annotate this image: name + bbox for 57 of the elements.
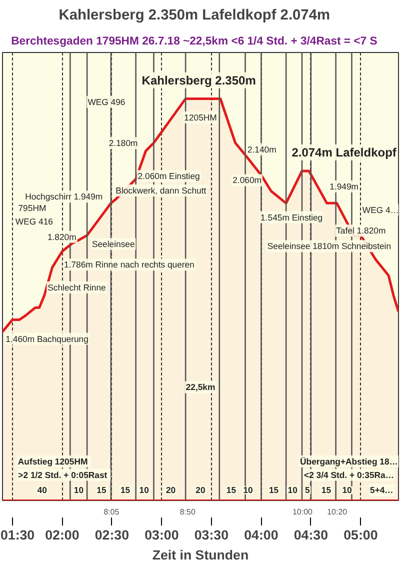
annotation: 22,5km [186,382,216,392]
annotation: WEG 416 [15,216,54,226]
annotation: 15 [120,485,130,496]
x-tick-label: 05:00 [344,528,378,542]
annotation: 40 [37,485,48,496]
annotation: 1.820m [47,232,76,242]
annotation: Tafel 1.820m [336,226,386,236]
chart-subtitle: Berchtesgaden 1795HM 26.7.18 ~22,5km <6 1/4 Std. + 3/4Rast = <7 S [11,36,378,48]
annotation: 1.949m [330,181,358,192]
annotation: 1205HM [184,112,217,122]
annotation: 10 [139,485,150,496]
text: 8:05 [104,508,120,516]
annotation: 795HM [18,203,46,214]
annotation: 10 [288,485,298,496]
x-tick-label: 01:30 [0,528,35,542]
annotation: 10 [243,485,254,496]
annotation: WEG 4… [362,205,399,216]
annotation: 1.786m Rinne nach rechts queren [64,260,195,270]
x-tick-label: 02:30 [94,528,129,542]
text: Kahlersberg 2.350m [142,73,256,88]
x-tick-label: 04:00 [244,528,278,542]
annotation: 5+4… [370,485,394,496]
x-tick-label: 03:00 [144,528,179,542]
annotation: 2.180m [108,138,138,148]
annotation: 2.140m [247,144,276,154]
annotation: 2.060m Einstieg [138,171,200,182]
annotation: 1.460m Bachquerung [6,334,89,344]
annotation: 10 [342,485,352,496]
x-tick-label: 03:30 [194,528,228,542]
annotation: 5 [305,485,310,496]
annotation: 15 [321,485,332,496]
annotation: 1.545m Einstieg [260,212,323,222]
x-tick-label: 02:00 [45,528,80,542]
annotation: 20 [196,485,206,496]
annotation: 2.060m [232,175,262,186]
annotation: Blockwerk, dann Schutt [116,186,207,196]
annotation: WEG 496 [88,96,126,107]
annotation: 15 [268,485,279,496]
chart-title: Kahlersberg 2.350m Lafeldkopf 2.074m [58,8,330,24]
annotation: 15 [226,485,236,496]
annotation: 15 [96,485,106,496]
x-axis-title: Zeit in Stunden [152,548,249,562]
annotation: 20 [166,485,176,496]
annotation: <2 3/4 Std. + 0:35Ra… [304,470,394,480]
annotation: 10 [74,485,84,496]
x-tick-label: 04:30 [294,528,328,542]
annotation: 2.074m Lafeldkopf [292,145,398,160]
text: 10:20 [327,508,348,516]
text: 10:00 [292,508,314,516]
annotation: Hochgschirr 1.949m [25,192,103,202]
annotation: Seeleinsee 1810m Schneibstein [267,241,392,252]
text: 8:50 [180,508,196,516]
annotation: Aufstieg 1205HM [18,456,88,466]
annotation: Übergang+Abstieg 18… [300,456,398,466]
annotation: >2 1/2 Std. + 0:05Rast [18,470,108,480]
annotation: Schlecht Rinne [48,282,106,292]
annotation: Seeleinsee [92,239,135,250]
